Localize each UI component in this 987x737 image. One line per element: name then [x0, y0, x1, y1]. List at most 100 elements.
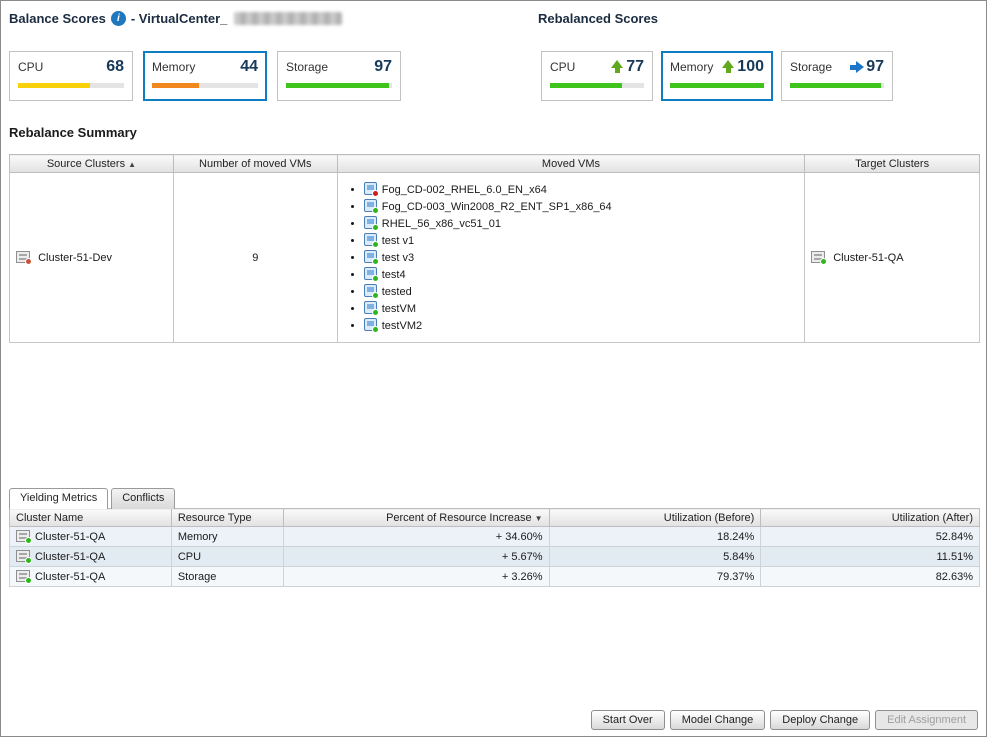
card-label: Memory [152, 60, 195, 74]
score-bar [790, 83, 884, 88]
target-cluster-name: Cluster-51-QA [833, 252, 903, 264]
column-header-resource-type[interactable]: Resource Type [171, 509, 283, 527]
vm-name: Fog_CD-003_Win2008_R2_ENT_SP1_x86_64 [382, 201, 612, 213]
card-label: CPU [18, 60, 43, 74]
cluster-icon [16, 530, 30, 542]
percent-increase: + 34.60% [283, 527, 549, 547]
footer-actions: Start Over Model Change Deploy Change Ed… [591, 710, 978, 730]
summary-row[interactable]: Cluster-51-Dev 9 Fog_CD-002_RHEL_6.0_EN_… [10, 173, 980, 343]
tab-yielding-metrics[interactable]: Yielding Metrics [9, 488, 108, 509]
metrics-tab-bar: Yielding Metrics Conflicts [9, 487, 978, 508]
card-value: 77 [626, 58, 644, 76]
arrow-right-icon [850, 61, 864, 74]
metrics-row[interactable]: Cluster-51-QA Memory + 34.60% 18.24% 52.… [10, 527, 980, 547]
resource-type: Storage [171, 567, 283, 587]
vm-list-item: tested [364, 284, 798, 300]
column-header-source-clusters[interactable]: Source Clusters▲ [10, 155, 174, 173]
rebalance-summary-table: Source Clusters▲ Number of moved VMs Mov… [9, 154, 980, 343]
tab-conflicts[interactable]: Conflicts [111, 488, 175, 509]
card-label: CPU [550, 60, 575, 74]
column-header-target-clusters[interactable]: Target Clusters [805, 155, 980, 173]
utilization-before: 5.84% [549, 547, 761, 567]
vcenter-name-prefix: - VirtualCenter_ [131, 11, 228, 26]
cluster-icon [811, 251, 825, 263]
column-header-moved-vm-count[interactable]: Number of moved VMs [173, 155, 337, 173]
vm-name: Fog_CD-002_RHEL_6.0_EN_x64 [382, 184, 547, 196]
yielding-metrics-table: Cluster Name Resource Type Percent of Re… [9, 508, 980, 587]
card-label: Memory [670, 60, 713, 74]
vm-list-item: test4 [364, 267, 798, 283]
metrics-row[interactable]: Cluster-51-QA Storage + 3.26% 79.37% 82.… [10, 567, 980, 587]
vm-name: test4 [382, 269, 406, 281]
percent-increase: + 5.67% [283, 547, 549, 567]
score-bar [550, 83, 644, 88]
vm-name: testVM2 [382, 320, 422, 332]
column-header-cluster-name[interactable]: Cluster Name [10, 509, 172, 527]
card-value: 100 [737, 58, 764, 76]
balance-card-cpu[interactable]: CPU 68 [9, 51, 133, 101]
moved-vm-count: 9 [173, 173, 337, 343]
rebalanced-scores-title: Rebalanced Scores [538, 11, 658, 26]
vm-list-item: Fog_CD-002_RHEL_6.0_EN_x64 [364, 182, 798, 198]
vm-list-item: testVM [364, 301, 798, 317]
rebalanced-card-cpu[interactable]: CPU 77 [541, 51, 653, 101]
card-value: 68 [106, 58, 124, 76]
score-bar [670, 83, 764, 88]
utilization-before: 18.24% [549, 527, 761, 547]
arrow-up-icon [611, 60, 624, 74]
column-header-moved-vms[interactable]: Moved VMs [337, 155, 804, 173]
arrow-up-icon [722, 60, 735, 74]
vm-list-item: test v3 [364, 250, 798, 266]
utilization-after: 11.51% [761, 547, 980, 567]
balance-card-storage[interactable]: Storage 97 [277, 51, 401, 101]
vm-name: testVM [382, 303, 416, 315]
cluster-name: Cluster-51-QA [35, 531, 105, 543]
moved-vm-list: Fog_CD-002_RHEL_6.0_EN_x64 Fog_CD-003_Wi… [344, 182, 798, 334]
vm-icon [364, 199, 377, 212]
cluster-icon [16, 570, 30, 582]
header: Balance Scores i - VirtualCenter_ Rebala… [9, 11, 978, 33]
vm-list-item: test v1 [364, 233, 798, 249]
start-over-button[interactable]: Start Over [591, 710, 665, 730]
vm-icon [364, 182, 377, 195]
cluster-name: Cluster-51-QA [35, 551, 105, 563]
rebalance-summary-title: Rebalance Summary [9, 125, 978, 140]
score-bar [286, 83, 392, 88]
cluster-name: Cluster-51-QA [35, 571, 105, 583]
cluster-icon [16, 251, 30, 263]
card-value: 97 [866, 58, 884, 76]
model-change-button[interactable]: Model Change [670, 710, 766, 730]
sort-asc-icon: ▲ [128, 160, 136, 169]
deploy-change-button[interactable]: Deploy Change [770, 710, 870, 730]
score-cards-row: CPU 68 Memory 44 Storage 97 [9, 51, 978, 103]
vm-icon [364, 216, 377, 229]
utilization-after: 52.84% [761, 527, 980, 547]
vm-icon [364, 318, 377, 331]
balance-scores-title: Balance Scores [9, 11, 106, 26]
vm-name: tested [382, 286, 412, 298]
cluster-icon [16, 550, 30, 562]
balance-card-memory[interactable]: Memory 44 [143, 51, 267, 101]
metrics-row[interactable]: Cluster-51-QA CPU + 5.67% 5.84% 11.51% [10, 547, 980, 567]
utilization-before: 79.37% [549, 567, 761, 587]
utilization-after: 82.63% [761, 567, 980, 587]
rebalanced-score-group: CPU 77 Memory 100 [541, 51, 893, 101]
vm-list-item: testVM2 [364, 318, 798, 334]
percent-increase: + 3.26% [283, 567, 549, 587]
info-icon[interactable]: i [111, 11, 126, 26]
vm-name: test v3 [382, 252, 414, 264]
vm-name: test v1 [382, 235, 414, 247]
card-value: 44 [240, 58, 258, 76]
vm-icon [364, 233, 377, 246]
resource-type: CPU [171, 547, 283, 567]
card-label: Storage [286, 60, 328, 74]
column-header-utilization-before[interactable]: Utilization (Before) [549, 509, 761, 527]
column-header-percent-increase[interactable]: Percent of Resource Increase▼ [283, 509, 549, 527]
rebalanced-card-storage[interactable]: Storage 97 [781, 51, 893, 101]
vm-name: RHEL_56_x86_vc51_01 [382, 218, 501, 230]
rebalanced-card-memory[interactable]: Memory 100 [661, 51, 773, 101]
edit-assignment-button: Edit Assignment [875, 710, 978, 730]
card-value: 97 [374, 58, 392, 76]
column-header-utilization-after[interactable]: Utilization (After) [761, 509, 980, 527]
vm-icon [364, 250, 377, 263]
